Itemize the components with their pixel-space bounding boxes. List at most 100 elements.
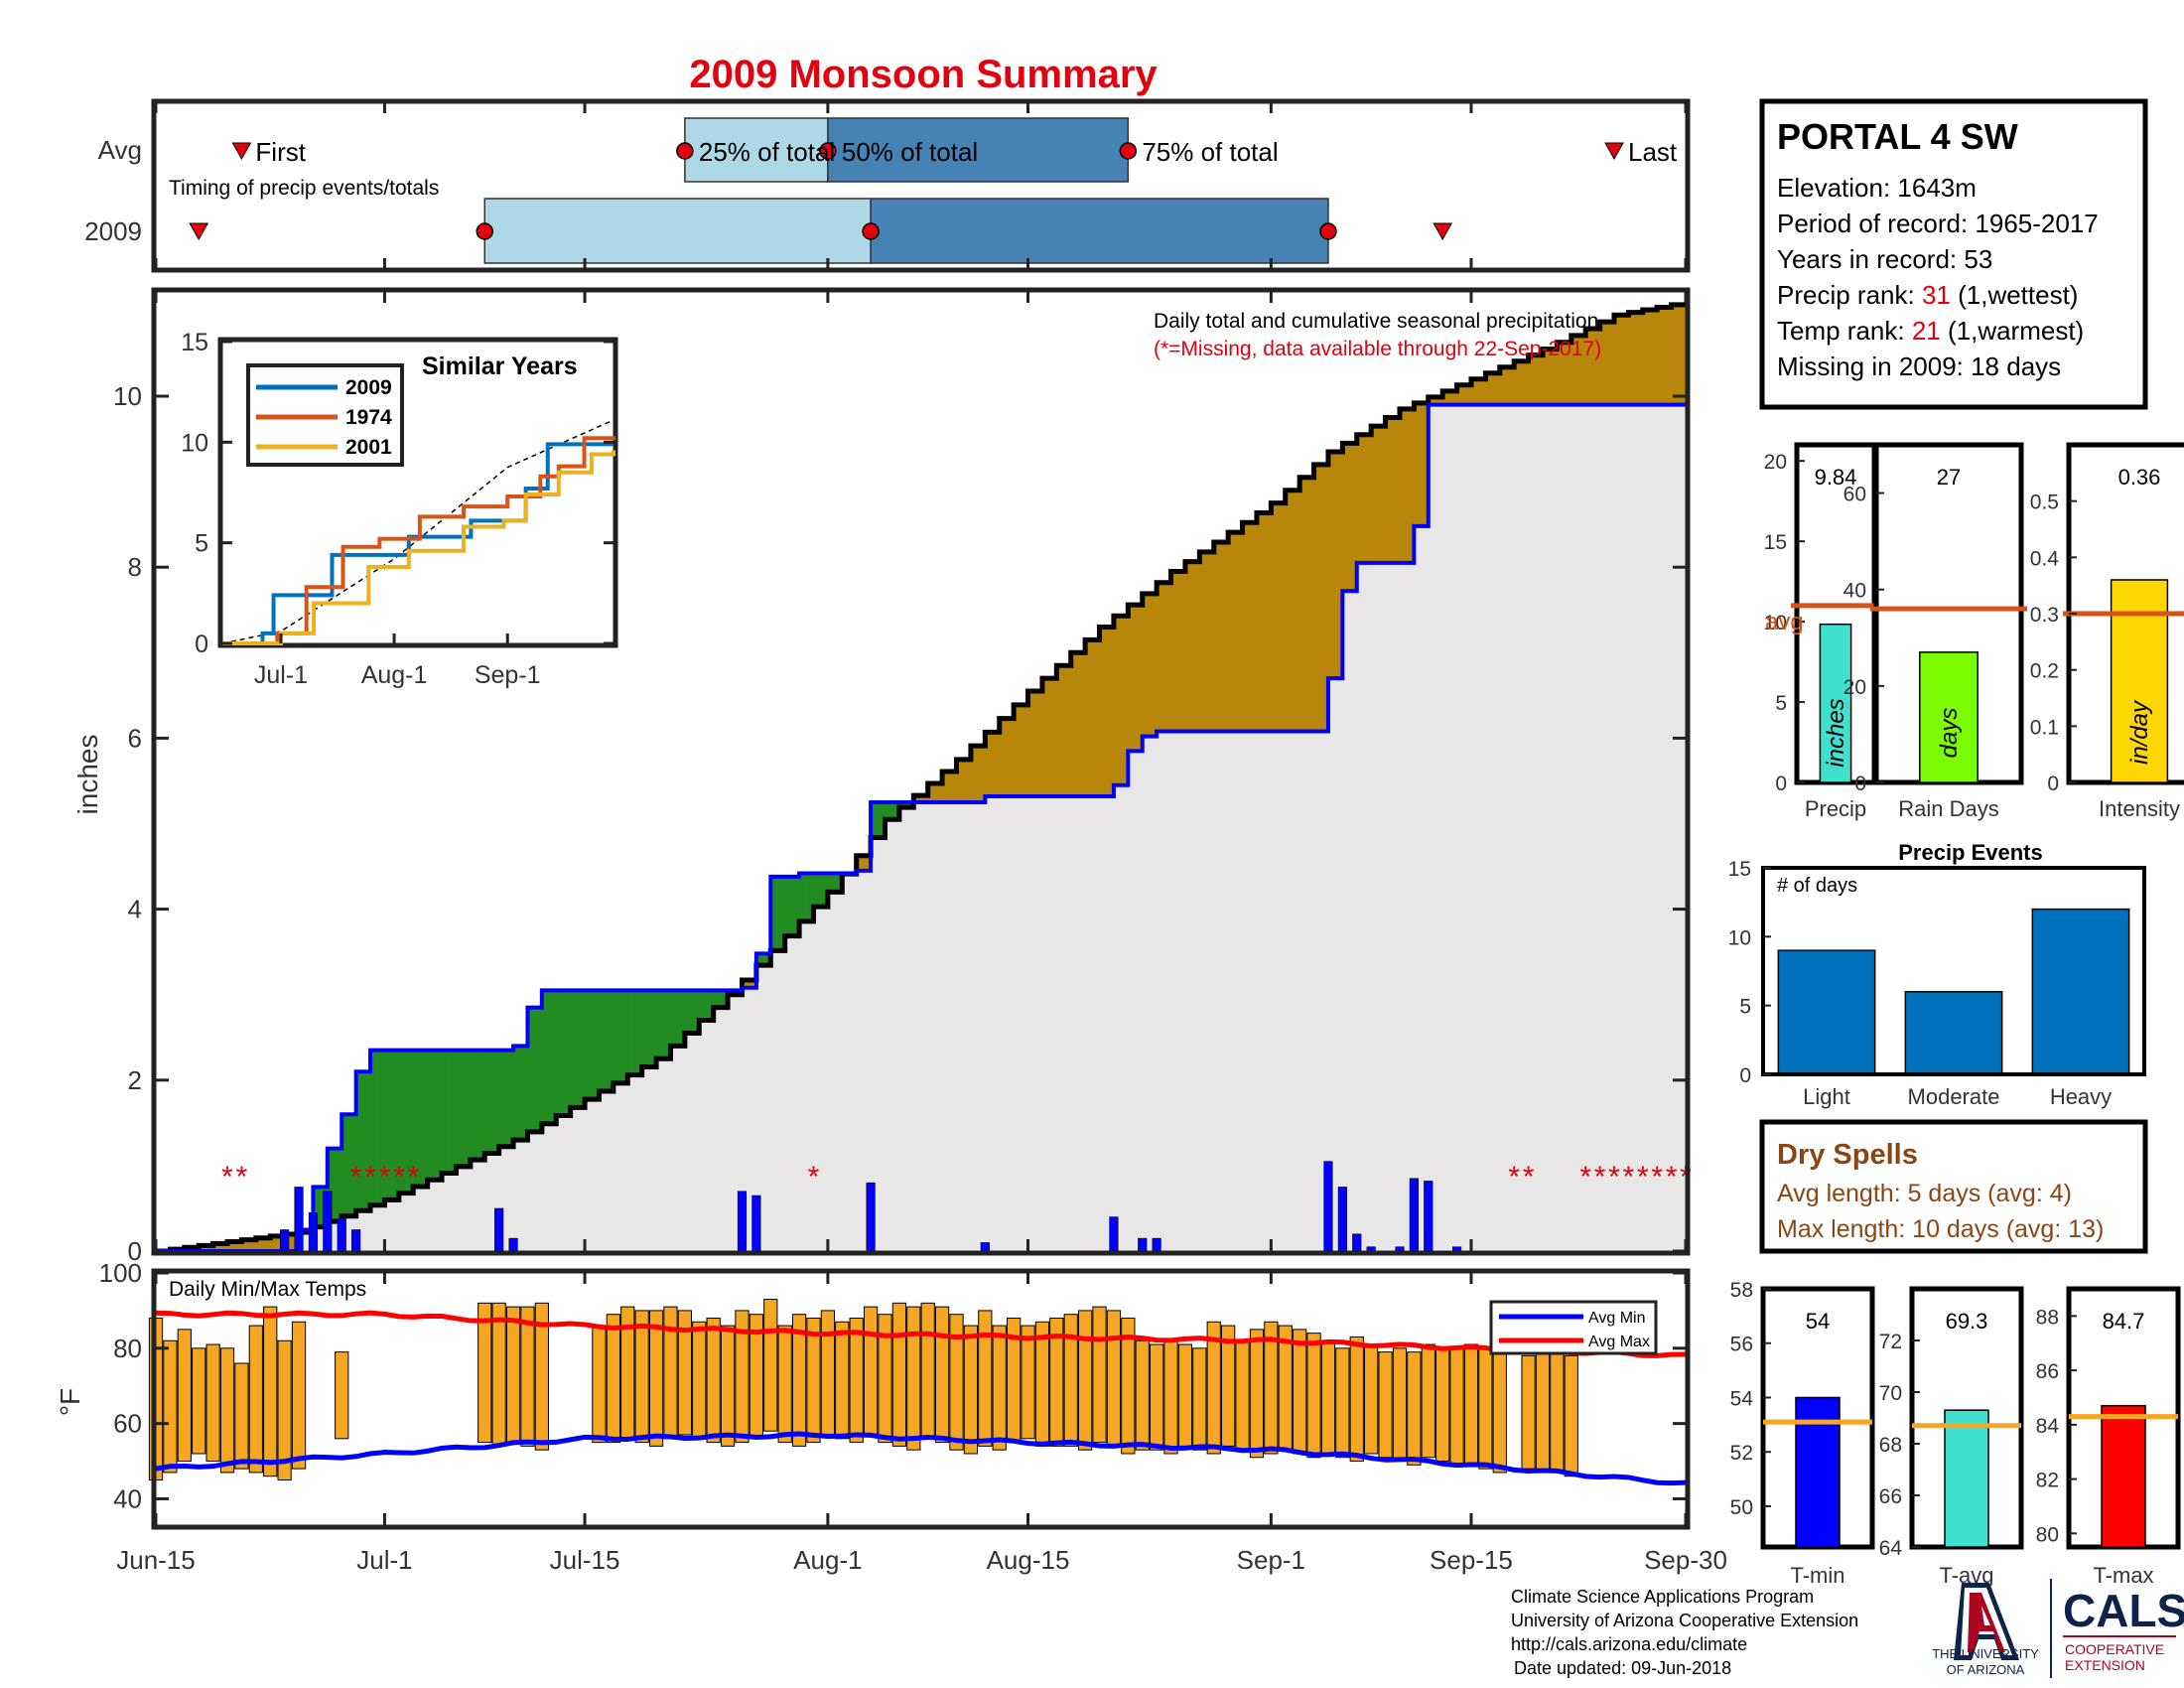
surplus-segment xyxy=(502,1050,507,1147)
deficit-segment xyxy=(963,759,968,802)
deficit-segment xyxy=(960,759,965,802)
tavg-panel-tick-label: 66 xyxy=(1879,1485,1902,1508)
footer-program: Climate Science Applications Program xyxy=(1511,1587,1814,1607)
surplus-segment xyxy=(359,1071,364,1211)
surplus-segment xyxy=(549,990,554,1124)
surplus-segment xyxy=(706,990,711,1021)
deficit-segment xyxy=(1059,665,1065,796)
first-triangle-icon xyxy=(189,222,209,241)
deficit-segment xyxy=(1224,541,1229,732)
surplus-segment xyxy=(452,1050,458,1174)
station-temp-rank: Temp rank: 21 (1,warmest) xyxy=(1777,316,2084,346)
deficit-segment xyxy=(1121,616,1126,785)
deficit-segment xyxy=(938,783,943,802)
daily-precip-bar xyxy=(1409,1178,1419,1252)
deficit-segment xyxy=(1568,342,1572,405)
dry-spells-avg: Avg length: 5 days (avg: 4) xyxy=(1777,1180,2072,1207)
figure-title: 2009 Monsoon Summary xyxy=(689,53,1158,96)
surplus-segment xyxy=(638,990,643,1075)
deficit-segment xyxy=(1056,665,1061,796)
deficit-segment xyxy=(205,1245,210,1251)
deficit-segment xyxy=(1617,315,1622,405)
raindays-panel: 27 0 20 40 60 days Rain Days xyxy=(1843,442,2027,821)
deficit-segment xyxy=(1506,366,1512,405)
deficit-segment xyxy=(277,1235,282,1251)
main-y-axis: 0 2 4 6 8 10 xyxy=(113,381,1686,1266)
tavg-panel-tick-label: 68 xyxy=(1879,1434,1902,1457)
ua-text-2: OF ARIZONA xyxy=(1947,1662,2025,1677)
surplus-segment xyxy=(484,1050,489,1154)
surplus-segment xyxy=(777,876,782,951)
deficit-segment xyxy=(1099,627,1104,796)
temp-range-bar xyxy=(849,1317,864,1444)
deficit-segment xyxy=(1481,378,1486,405)
deficit-segment xyxy=(1599,322,1604,405)
timing-box-25-50 xyxy=(684,117,829,183)
deficit-segment xyxy=(1110,627,1115,796)
surplus-segment xyxy=(413,1050,418,1187)
temp-range-bar xyxy=(763,1299,778,1432)
station-years: Years in record: 53 xyxy=(1777,244,1992,274)
missing-marker: * xyxy=(407,1161,419,1194)
deficit-segment xyxy=(1271,502,1276,732)
cals-logo: CALS xyxy=(2063,1585,2184,1636)
temp-range-bar xyxy=(1535,1347,1551,1474)
events-y-note: # of days xyxy=(1777,875,1857,897)
temp-range-bar xyxy=(1150,1343,1164,1451)
deficit-segment xyxy=(1488,372,1494,405)
timing-box-25-50 xyxy=(483,198,872,264)
temp-range-bar xyxy=(1435,1347,1450,1463)
surplus-segment xyxy=(327,1148,333,1222)
temps-y-tick-label: 100 xyxy=(99,1258,142,1288)
main-chart-lines xyxy=(156,302,1689,1254)
temps-title: Daily Min/Max Temps xyxy=(169,1278,366,1301)
missing-marker: * xyxy=(379,1161,391,1194)
deficit-segment xyxy=(1553,349,1558,405)
station-precip-rank: Precip rank: 31 (1,wettest) xyxy=(1777,280,2078,310)
deficit-segment xyxy=(978,746,983,802)
tmin-panel-tick-label: 50 xyxy=(1730,1496,1753,1519)
deficit-segment xyxy=(1389,417,1394,563)
deficit-segment xyxy=(1106,627,1111,796)
deficit-segment xyxy=(1546,349,1551,405)
deficit-segment xyxy=(1220,541,1226,732)
temp-range-bar xyxy=(1306,1333,1321,1459)
deficit-segment xyxy=(920,795,925,802)
surplus-segment xyxy=(362,1071,368,1211)
raindays-panel-tick-label: 0 xyxy=(1854,773,1866,795)
surplus-segment xyxy=(645,990,650,1067)
surplus-segment xyxy=(474,1050,478,1161)
tmin-panel-tick-label: 58 xyxy=(1730,1279,1753,1302)
events-bar-heavy xyxy=(2031,908,2130,1075)
deficit-segment xyxy=(1682,304,1687,405)
deficit-segment xyxy=(970,746,976,802)
missing-marker: * xyxy=(1637,1161,1649,1194)
main-y-label: inches xyxy=(72,735,103,815)
deficit-segment xyxy=(1664,307,1669,405)
surplus-segment xyxy=(416,1050,422,1187)
events-plot: Light Moderate Heavy 0 5 10 15 xyxy=(1728,858,2146,1109)
deficit-segment xyxy=(1550,349,1555,405)
footer-url[interactable]: http://cals.arizona.edu/climate xyxy=(1511,1634,1747,1654)
tmax-panel-tick-label: 86 xyxy=(2036,1360,2059,1383)
deficit-segment xyxy=(1499,366,1504,405)
temp-range-bar xyxy=(1449,1347,1464,1466)
main-chart-fills xyxy=(156,304,1687,1251)
deficit-segment xyxy=(1403,408,1408,563)
tmin-panel-tick-label: 56 xyxy=(1730,1334,1753,1356)
surplus-segment xyxy=(380,1050,386,1205)
deficit-segment xyxy=(263,1237,268,1251)
daily-precip-bar xyxy=(866,1182,876,1252)
temp-range-bar xyxy=(177,1329,192,1463)
last-triangle-icon xyxy=(1604,142,1624,161)
deficit-segment xyxy=(1242,522,1247,732)
temp-range-bar xyxy=(1492,1351,1507,1474)
station-info-panel: PORTAL 4 SW Elevation: 1643m Period of r… xyxy=(1759,98,2148,410)
deficit-segment xyxy=(1095,639,1101,796)
deficit-segment xyxy=(1678,304,1683,405)
main-y-tick-label: 2 xyxy=(128,1065,142,1095)
deficit-segment xyxy=(1006,718,1012,796)
deficit-segment xyxy=(1092,639,1097,796)
deficit-segment xyxy=(1228,532,1233,732)
